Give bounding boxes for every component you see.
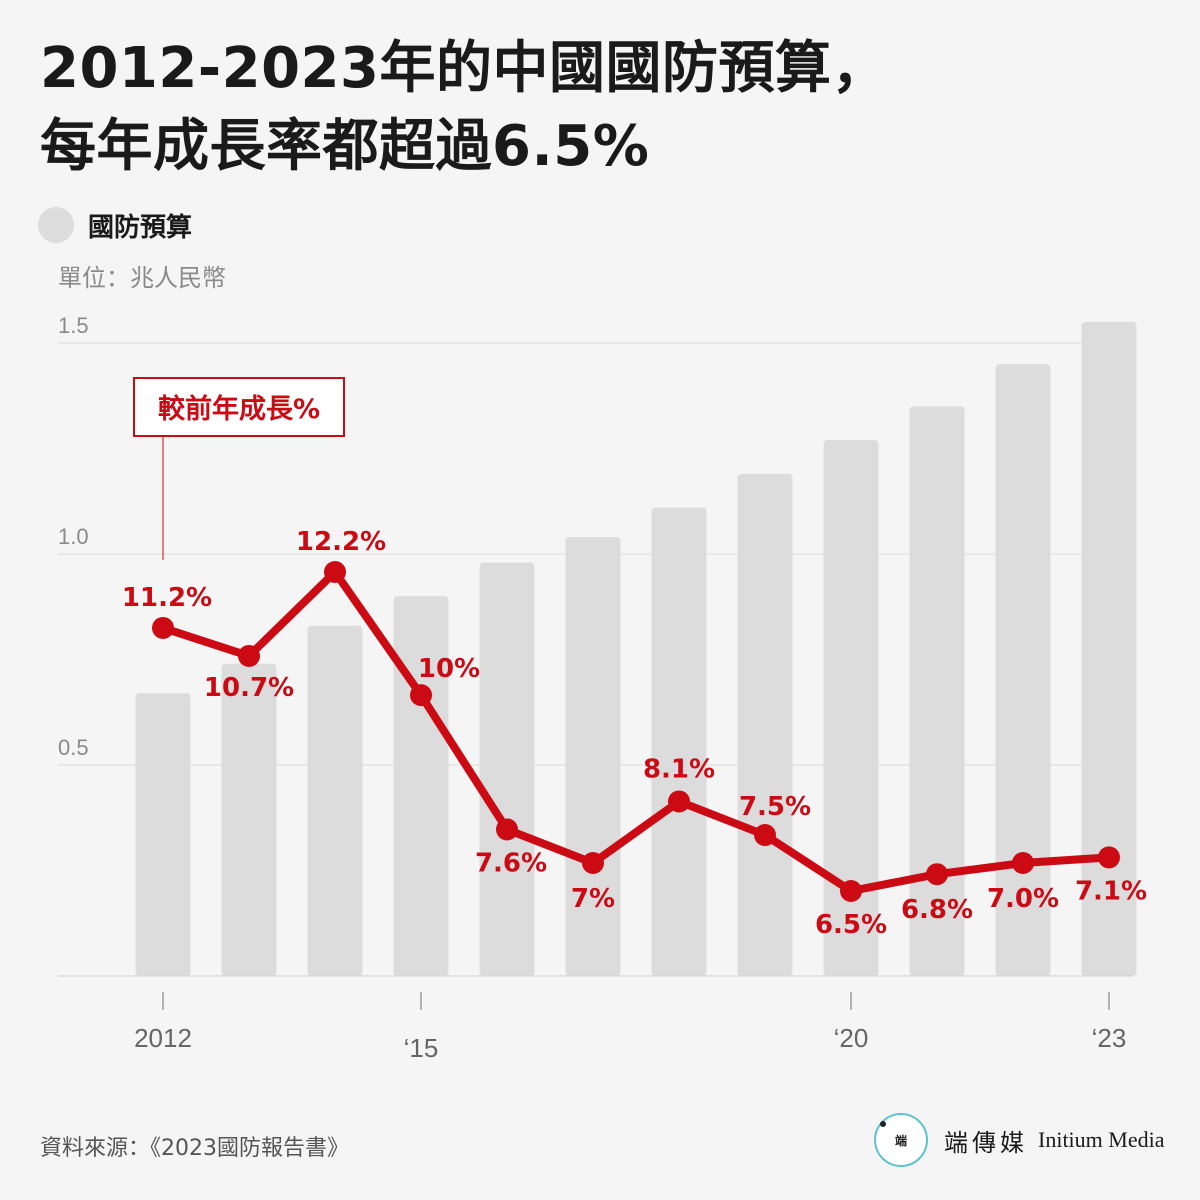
x-tick-label: ‘15 bbox=[404, 1033, 439, 1063]
annotation-label: 較前年成長% bbox=[158, 393, 320, 425]
growth-point bbox=[496, 818, 518, 841]
budget-bar bbox=[393, 596, 449, 976]
x-tick-label: ‘23 bbox=[1092, 1023, 1127, 1053]
budget-bar bbox=[135, 693, 191, 976]
growth-data-label: 6.8% bbox=[901, 895, 973, 925]
growth-data-label: 6.5% bbox=[815, 910, 887, 940]
growth-data-label: 7.1% bbox=[1075, 876, 1147, 906]
growth-point bbox=[754, 824, 776, 847]
title-line-2: 每年成長率都超過6.5% bbox=[40, 114, 650, 179]
growth-data-label: 7.0% bbox=[987, 884, 1059, 914]
y-tick-label: 0.5 bbox=[58, 735, 89, 760]
budget-bar bbox=[909, 406, 965, 976]
chart-area: 0.5 1.0 1.5 2012 ‘15 ‘20 ‘23 較前年成長% 11.2% 10.7% 12… bbox=[58, 313, 1147, 1063]
growth-data-label: 10.7% bbox=[204, 673, 294, 703]
budget-bar bbox=[565, 537, 621, 976]
brand-name-en: Initium Media bbox=[1038, 1127, 1165, 1152]
budget-bar bbox=[651, 507, 707, 976]
legend-label: 國防預算 bbox=[88, 212, 193, 243]
growth-point bbox=[1098, 846, 1120, 869]
growth-point bbox=[840, 880, 862, 902]
brand-logo-text: 端 bbox=[894, 1133, 907, 1148]
growth-data-label: 11.2% bbox=[122, 583, 212, 613]
budget-bar bbox=[221, 663, 277, 976]
budget-bar bbox=[737, 473, 793, 976]
brand-name-zh: 端傳媒 bbox=[944, 1128, 1028, 1157]
annotation-box bbox=[133, 377, 345, 437]
brand: 端 端傳媒 Initium Media bbox=[874, 1112, 1164, 1168]
brand-logo-dot bbox=[880, 1121, 886, 1127]
growth-data-label: 8.1% bbox=[643, 754, 715, 784]
growth-point bbox=[582, 852, 604, 875]
unit-label: 單位：兆人民幣 bbox=[58, 264, 226, 292]
x-tick-label: 2012 bbox=[134, 1023, 192, 1053]
growth-point bbox=[926, 863, 948, 886]
growth-point bbox=[324, 561, 346, 583]
growth-data-label: 7.5% bbox=[739, 792, 811, 822]
y-tick-label: 1.5 bbox=[58, 313, 89, 338]
growth-line bbox=[159, 568, 1113, 895]
y-tick-label: 1.0 bbox=[58, 524, 89, 549]
budget-bar bbox=[1081, 321, 1137, 976]
budget-bar bbox=[995, 364, 1051, 977]
growth-point bbox=[152, 616, 174, 639]
growth-data-label: 7.6% bbox=[475, 848, 547, 878]
brand-logo-icon: 端 bbox=[874, 1113, 928, 1167]
budget-bar bbox=[823, 440, 879, 976]
budget-bar bbox=[307, 625, 363, 976]
chart-title: 2012-2023年的中國國防預算， 每年成長率都超過6.5% bbox=[40, 30, 1160, 186]
growth-data-label: 7% bbox=[571, 884, 615, 914]
legend-swatch bbox=[38, 207, 74, 243]
growth-point bbox=[1012, 852, 1034, 875]
growth-data-label: 12.2% bbox=[296, 527, 386, 557]
growth-point bbox=[238, 644, 260, 667]
budget-bar bbox=[479, 562, 535, 976]
growth-point bbox=[410, 684, 432, 707]
growth-point bbox=[668, 790, 690, 813]
source-note: 資料來源：《2023國防報告書》 bbox=[40, 1136, 349, 1161]
legend: 國防預算 bbox=[38, 206, 192, 244]
growth-data-label: 10% bbox=[418, 654, 480, 684]
title-line-1: 2012-2023年的中國國防預算， bbox=[40, 36, 888, 101]
x-tick-label: ‘20 bbox=[834, 1023, 869, 1053]
